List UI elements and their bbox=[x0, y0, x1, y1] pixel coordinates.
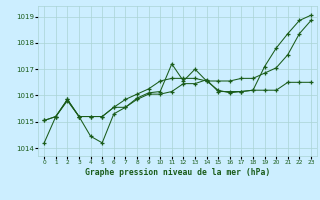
X-axis label: Graphe pression niveau de la mer (hPa): Graphe pression niveau de la mer (hPa) bbox=[85, 168, 270, 177]
